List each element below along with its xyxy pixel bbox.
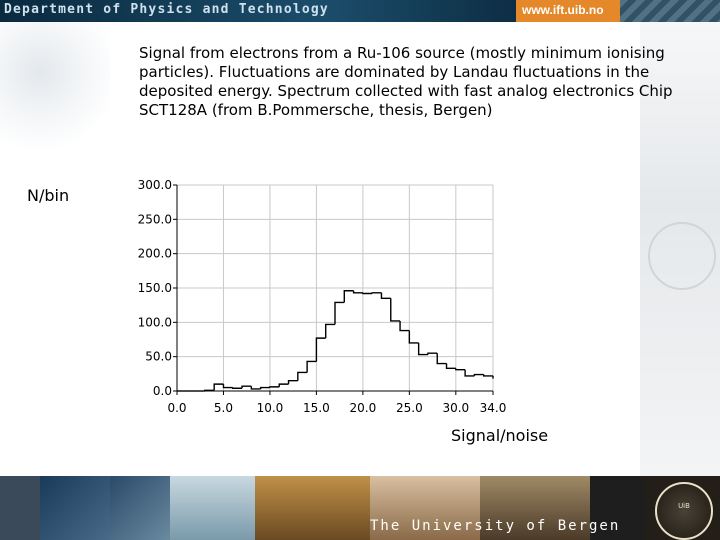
histogram-bin — [455, 368, 466, 371]
histogram-bin — [241, 385, 252, 389]
histogram-bin — [334, 301, 345, 325]
histogram-bin — [278, 383, 289, 387]
y-tick-label: 100.0 — [138, 315, 172, 329]
histogram-bin — [297, 371, 308, 381]
histogram-chart: 0.0 50.0 100.0 150.0 200.0 250.0 300.0 0.0 5.0 10… — [138, 178, 507, 415]
y-tick-label: 250.0 — [138, 212, 172, 226]
histogram-bin — [287, 380, 298, 385]
x-tick-label: 25.0 — [396, 401, 423, 415]
histogram-bin — [399, 320, 410, 332]
footer-image-2 — [40, 476, 110, 540]
histogram-bin — [343, 290, 354, 303]
footer-image-4 — [170, 476, 255, 540]
footer-banner: The University of Bergen UiB — [0, 476, 720, 540]
watermark-seal-icon — [648, 222, 716, 290]
y-tick-label: 200.0 — [138, 247, 172, 261]
chart-series — [177, 290, 494, 392]
x-tick-label: 34.0 — [480, 401, 507, 415]
y-tick-label: 0.0 — [153, 384, 172, 398]
y-tick-label: 150.0 — [138, 281, 172, 295]
x-tick-label: 15.0 — [303, 401, 330, 415]
y-tick-label: 50.0 — [145, 350, 172, 364]
footer-image-7 — [480, 476, 590, 540]
histogram-bin — [473, 373, 484, 376]
histogram-bin — [408, 330, 419, 344]
x-tick-label: 20.0 — [350, 401, 377, 415]
histogram-bin — [362, 292, 373, 295]
histogram-bin — [306, 360, 317, 373]
chart-grid — [177, 184, 494, 391]
histogram-bin — [380, 292, 391, 299]
x-tick-label: 0.0 — [167, 401, 186, 415]
histogram-bin — [390, 298, 401, 322]
university-name: The University of Bergen — [370, 518, 621, 534]
footer-image-8 — [590, 476, 645, 540]
histogram-bin — [464, 369, 475, 377]
histogram-bin — [213, 383, 224, 391]
slide-description: Signal from electrons from a Ru-106 sour… — [139, 44, 673, 119]
chart-axes — [173, 184, 494, 395]
header-decoration — [620, 0, 720, 22]
histogram-bin — [259, 386, 270, 389]
histogram-bin — [427, 352, 438, 355]
histogram-bin — [315, 337, 326, 362]
x-tick-label: 5.0 — [214, 401, 233, 415]
footer-image-3 — [110, 476, 170, 540]
x-tick-label: 10.0 — [257, 401, 284, 415]
histogram-bin — [250, 386, 261, 390]
histogram-bin — [204, 389, 215, 392]
right-decoration — [640, 22, 720, 477]
footer-image-1 — [0, 476, 40, 540]
department-title: Department of Physics and Technology — [4, 2, 329, 17]
background-logo — [0, 22, 110, 182]
footer-image-6 — [370, 476, 480, 540]
histogram-bin — [436, 353, 447, 365]
histogram-bin — [417, 342, 428, 356]
histogram-bin — [445, 363, 456, 370]
chart-ticks: 0.0 50.0 100.0 150.0 200.0 250.0 300.0 0.0 5.0 10… — [138, 178, 507, 415]
x-tick-label: 30.0 — [442, 401, 469, 415]
histogram-bin — [325, 323, 335, 339]
y-tick-label: 300.0 — [138, 178, 172, 192]
university-seal-icon: UiB — [655, 482, 713, 540]
histogram-bin — [352, 290, 363, 294]
y-axis-label: N/bin — [27, 186, 70, 205]
website-link[interactable]: www.ift.uib.no — [522, 3, 604, 17]
histogram-bin — [483, 374, 493, 377]
histogram-bin — [222, 384, 233, 389]
footer-image-5 — [255, 476, 370, 540]
histogram-bin — [232, 387, 243, 389]
x-axis-label: Signal/noise — [451, 426, 549, 445]
histogram-bin — [269, 386, 280, 388]
header-bar: Department of Physics and Technology www… — [0, 0, 720, 22]
url-badge — [516, 0, 620, 22]
histogram-bin — [371, 292, 382, 294]
